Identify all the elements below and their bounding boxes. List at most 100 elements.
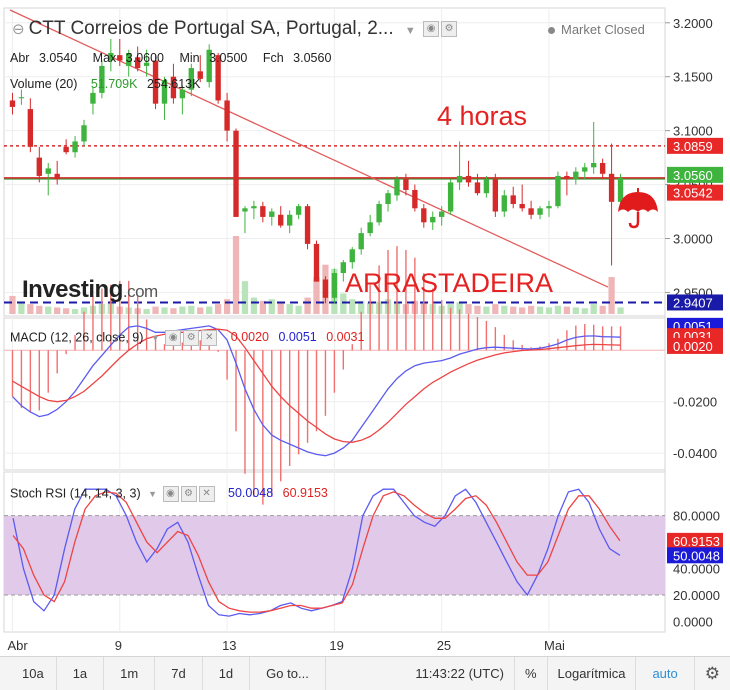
candle-body: [36, 157, 42, 176]
chevron-down-icon[interactable]: ▼: [404, 25, 416, 37]
range-7d-button[interactable]: 7d: [155, 657, 203, 690]
collapse-icon[interactable]: ⊖: [12, 21, 25, 38]
pattern-annotation: ARRASTADEIRA: [345, 268, 553, 298]
close-price-tag-bg: [667, 166, 723, 183]
volume-bar: [465, 304, 472, 314]
support-price-tag: 2.9407: [673, 295, 713, 310]
candle-body: [340, 262, 347, 274]
volume-bar: [590, 304, 597, 314]
gear-icon[interactable]: ⚙: [183, 330, 200, 346]
volume-bar: [215, 304, 222, 314]
volume-bar: [18, 302, 25, 314]
volume-bar: [599, 305, 606, 314]
high-label: Max: [92, 51, 117, 65]
volume-bar: [519, 307, 526, 314]
candle-body: [403, 179, 409, 190]
volume-bar: [563, 306, 571, 314]
eye-icon[interactable]: ◉: [423, 20, 440, 37]
time-tick-label: 13: [222, 638, 236, 653]
resistance-price-tag-bg: [667, 137, 723, 154]
time-tick-label: Mai: [544, 638, 565, 653]
volume-bar: [241, 281, 249, 314]
stoch-title: Stoch RSI (14, 14, 3, 3): [10, 486, 141, 501]
candle-body: [546, 206, 552, 209]
volume-bar: [45, 306, 52, 314]
candle-body: [474, 182, 481, 194]
axes: 2.95003.00003.05003.10003.15003.2000Abr9…: [7, 16, 723, 653]
range-1y-button[interactable]: 1a: [57, 657, 105, 690]
candle-body: [251, 206, 257, 209]
candle-body: [152, 60, 159, 104]
candle-body: [179, 89, 186, 99]
eye-icon[interactable]: ◉: [165, 330, 182, 346]
close-icon[interactable]: ✕: [198, 486, 215, 502]
ohlc-readout: Abr 3.0540 Max 3.0600 Min 3.0500 Fch 3.0…: [10, 51, 343, 65]
macd-hist-value: 0.0031: [326, 330, 365, 345]
candle-body: [161, 79, 168, 104]
volume-bar: [179, 306, 186, 314]
eye-icon[interactable]: ◉: [162, 486, 179, 502]
volume-bar: [170, 308, 177, 314]
volume-bar: [581, 308, 588, 314]
candle-body: [188, 68, 194, 90]
stoch-d-value: 60.9153: [282, 486, 328, 501]
candle-body: [617, 178, 624, 202]
stoch-k-tag: 50.0048: [673, 548, 720, 563]
stoch-k-line: [12, 488, 621, 617]
gear-icon[interactable]: ⚙: [180, 486, 197, 502]
macd-value-tag-bg: [667, 337, 723, 354]
volume-bar: [617, 307, 624, 314]
volume-bar: [54, 307, 61, 314]
goto-button[interactable]: Go to...: [250, 657, 326, 690]
close-icon[interactable]: ✕: [201, 330, 218, 346]
volume-bar: [188, 305, 195, 314]
macd-tick-label: -0.0200: [673, 395, 717, 410]
log-scale-toggle[interactable]: Logarítmica: [548, 657, 637, 690]
chart-canvas[interactable]: 2.95003.00003.05003.10003.15003.2000Abr9…: [0, 0, 730, 656]
candle-body: [599, 163, 606, 174]
volume-bar: [572, 307, 579, 314]
stoch-tick-label: 80.0000: [673, 509, 720, 524]
price-tick-label: 3.0000: [673, 232, 713, 247]
chevron-down-icon[interactable]: ▼: [148, 489, 158, 500]
volume-bar: [206, 306, 213, 314]
candle-body: [295, 206, 302, 215]
candle-body: [278, 214, 284, 226]
settings-gear-icon[interactable]: ⚙: [704, 664, 720, 683]
candle-body: [483, 179, 490, 194]
candle-body: [385, 193, 391, 204]
time-tick-label: 19: [329, 638, 343, 653]
high-value: 3.0600: [125, 51, 164, 65]
status-dot-icon: [548, 27, 555, 35]
auto-scale-toggle[interactable]: auto: [636, 657, 695, 690]
range-1m-button[interactable]: 1m: [104, 657, 156, 690]
gear-icon[interactable]: ⚙: [441, 20, 458, 37]
stoch-legend: Stoch RSI (14, 14, 3, 3) ▼ ◉ ⚙ ✕ 50.0048 6…: [10, 486, 328, 502]
range-10y-button[interactable]: 10a: [0, 657, 57, 690]
range-1d-button[interactable]: 1d: [203, 657, 251, 690]
candle-body: [510, 195, 516, 204]
stoch-tick-label: 20.0000: [673, 588, 720, 603]
candle-body: [322, 279, 329, 298]
low-label: Min: [179, 51, 200, 65]
percent-toggle[interactable]: %: [513, 657, 548, 690]
time-tick-label: Abr: [7, 638, 28, 653]
stoch-band-fill: [4, 515, 665, 595]
candle-body: [492, 179, 499, 212]
candle-body: [313, 243, 320, 282]
candle-body: [608, 173, 615, 202]
stoch-k-tag-bg: [667, 547, 723, 564]
macd-tick-label: -0.0400: [673, 446, 717, 461]
volume-bar: [456, 302, 463, 314]
stoch-d-line: [12, 491, 621, 613]
candle-body: [564, 175, 570, 180]
volume-bar: [554, 305, 562, 314]
macd-value: 0.0020: [230, 330, 269, 345]
volume-bar: [474, 305, 481, 314]
macd-signal-value: 0.0051: [278, 330, 317, 345]
chevron-down-icon[interactable]: ▼: [150, 333, 160, 344]
volume-bar: [304, 297, 311, 314]
candle-body: [215, 55, 221, 101]
volume-bar: [492, 304, 499, 314]
instrument-title: ⊖ CTT Correios de Portugal SA, Portugal, …: [12, 18, 458, 40]
